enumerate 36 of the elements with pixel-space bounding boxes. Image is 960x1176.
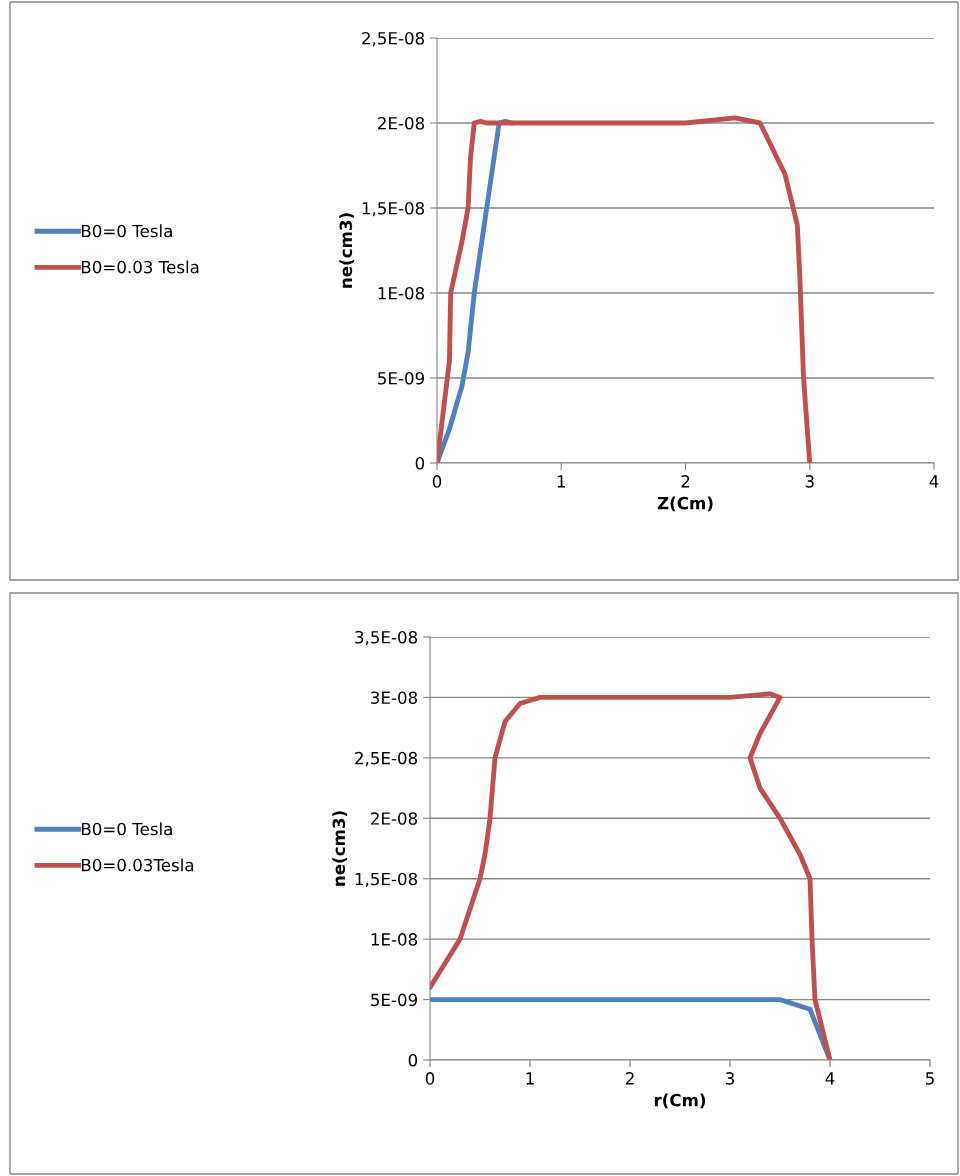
x-axis-title: r(Cm) [654, 1093, 706, 1109]
line-series [430, 691, 833, 1060]
y-axis-title: ne(cm3) [332, 811, 348, 886]
y-tick-label: 2,5E-08 [355, 751, 418, 767]
line-series [437, 118, 514, 463]
x-axis-title: Z(Cm) [657, 496, 713, 512]
y-tick-label: 5E-09 [371, 993, 418, 1007]
x-tick-label: 0 [432, 475, 442, 488]
legend-label: B0=0.03Tesla [81, 858, 194, 872]
x-tick-label: 1 [526, 1072, 534, 1085]
x-tick-label: 2 [681, 475, 690, 488]
x-tick-label: 4 [825, 1072, 835, 1085]
y-tick-label: 2,5E-08 [362, 31, 425, 47]
legend-label: B0=0.03 Tesla [81, 260, 199, 274]
x-tick-label: 3 [805, 475, 814, 488]
y-tick-label: 5E-09 [378, 371, 425, 385]
x-tick-label: 5 [925, 1072, 934, 1085]
y-tick-label: 0 [415, 456, 425, 470]
y-tick-label: 1,5E-08 [362, 201, 425, 217]
y-axis-title: ne(cm3) [339, 213, 355, 288]
y-tick-label: 3E-08 [371, 691, 418, 704]
x-tick-label: 4 [929, 475, 939, 488]
y-tick-label: 3,5E-08 [355, 630, 418, 646]
y-tick-label: 1E-08 [371, 933, 418, 946]
y-tick-label: 1E-08 [378, 286, 425, 300]
y-tick-label: 0 [408, 1053, 418, 1067]
y-tick-label: 2E-08 [378, 116, 425, 130]
y-tick-label: 2E-08 [371, 812, 418, 825]
y-tick-label: 1,5E-08 [355, 872, 418, 887]
x-tick-label: 2 [625, 1072, 634, 1085]
x-tick-label: 0 [425, 1072, 435, 1085]
legend-label: B0=0 Tesla [81, 224, 172, 238]
line-series [437, 115, 813, 463]
legend-label: B0=0 Tesla [81, 822, 172, 836]
x-tick-label: 1 [557, 475, 566, 488]
x-tick-label: 3 [725, 1072, 734, 1085]
